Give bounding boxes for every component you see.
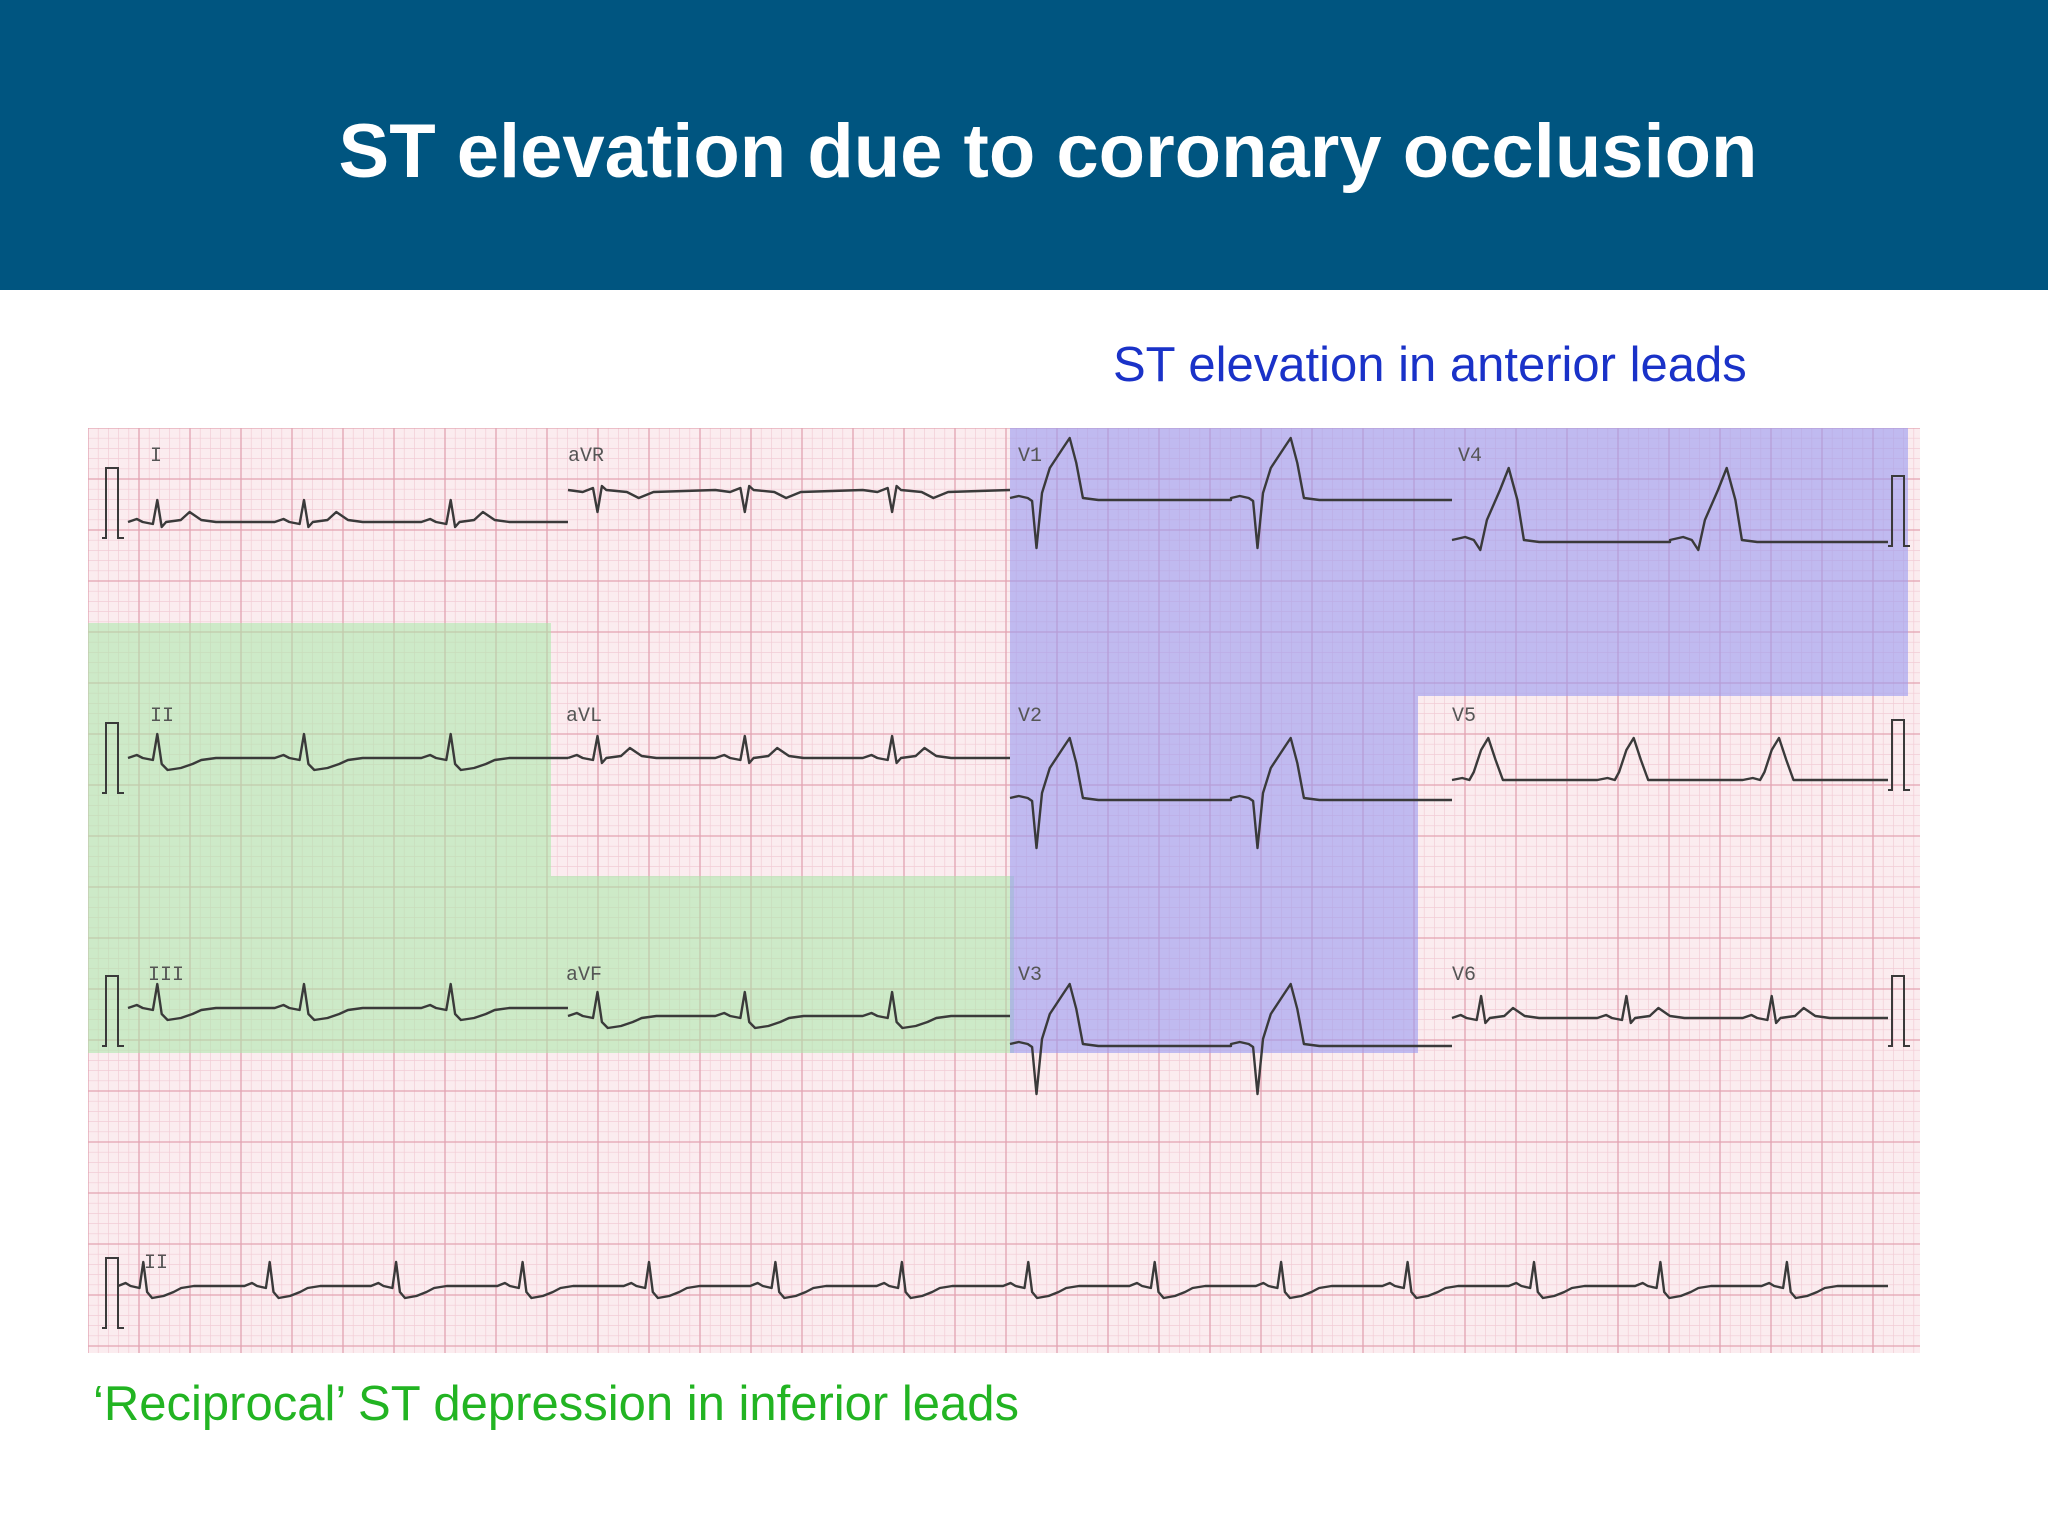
inferior-caption: ‘Reciprocal’ ST depression in inferior l… bbox=[93, 1377, 1019, 1431]
trace-lead-v6 bbox=[1451, 994, 1888, 1025]
lead-label-v4: V4 bbox=[1458, 445, 1482, 468]
trace-lead-avf bbox=[567, 990, 1010, 1030]
calibration-row1 bbox=[102, 467, 124, 539]
calibration-row2 bbox=[102, 722, 124, 794]
lead-labels: I aVR V1 V4 II aVL V2 V5 III aVF V3 V6 I… bbox=[144, 445, 1482, 1275]
lead-label-v6: V6 bbox=[1452, 964, 1476, 987]
inferior-highlight bbox=[88, 623, 1014, 1053]
anterior-highlight bbox=[1010, 428, 1908, 1053]
calibration-right-2 bbox=[1888, 719, 1910, 791]
trace-lead-v3 bbox=[1009, 982, 1452, 1096]
ecg-traces bbox=[117, 436, 1888, 1300]
calibration-pulses bbox=[102, 467, 1910, 1329]
lead-label-avr: aVR bbox=[568, 445, 604, 468]
trace-lead-avr bbox=[567, 484, 1011, 514]
trace-lead-v2 bbox=[1009, 736, 1452, 850]
calibration-right-1 bbox=[1888, 475, 1910, 547]
ecg-tracing: I aVR V1 V4 II aVL V2 V5 III aVF V3 V6 I… bbox=[88, 428, 1920, 1353]
slide-title: ST elevation due to coronary occlusion bbox=[338, 109, 1758, 194]
calibration-row4 bbox=[102, 1257, 124, 1329]
lead-label-avl: aVL bbox=[566, 705, 602, 728]
calibration-row3 bbox=[102, 975, 124, 1047]
lead-label-v2: V2 bbox=[1018, 705, 1042, 728]
title-banner: ST elevation due to coronary occlusion bbox=[0, 0, 2048, 290]
lead-label-iii: III bbox=[148, 964, 184, 987]
trace-lead-v1 bbox=[1009, 436, 1452, 550]
trace-rhythm-ii bbox=[117, 1260, 1888, 1300]
trace-lead-v4 bbox=[1451, 466, 1888, 552]
trace-lead-avl bbox=[567, 734, 1010, 765]
ecg-figure: I aVR V1 V4 II aVL V2 V5 III aVF V3 V6 I… bbox=[88, 428, 1920, 1353]
lead-label-v3: V3 bbox=[1018, 964, 1042, 987]
lead-label-avf: aVF bbox=[566, 964, 602, 987]
lead-label-i: I bbox=[150, 445, 162, 468]
anterior-caption: ST elevation in anterior leads bbox=[1113, 338, 1747, 392]
lead-label-v5: V5 bbox=[1452, 705, 1476, 728]
lead-label-rhythm: II bbox=[144, 1252, 168, 1275]
lead-label-v1: V1 bbox=[1018, 445, 1042, 468]
trace-lead-iii bbox=[127, 982, 568, 1022]
lead-label-ii: II bbox=[150, 705, 174, 728]
calibration-right-3 bbox=[1888, 975, 1910, 1047]
trace-lead-v5 bbox=[1451, 736, 1888, 782]
trace-lead-ii bbox=[127, 732, 568, 772]
trace-lead-i bbox=[127, 498, 568, 529]
